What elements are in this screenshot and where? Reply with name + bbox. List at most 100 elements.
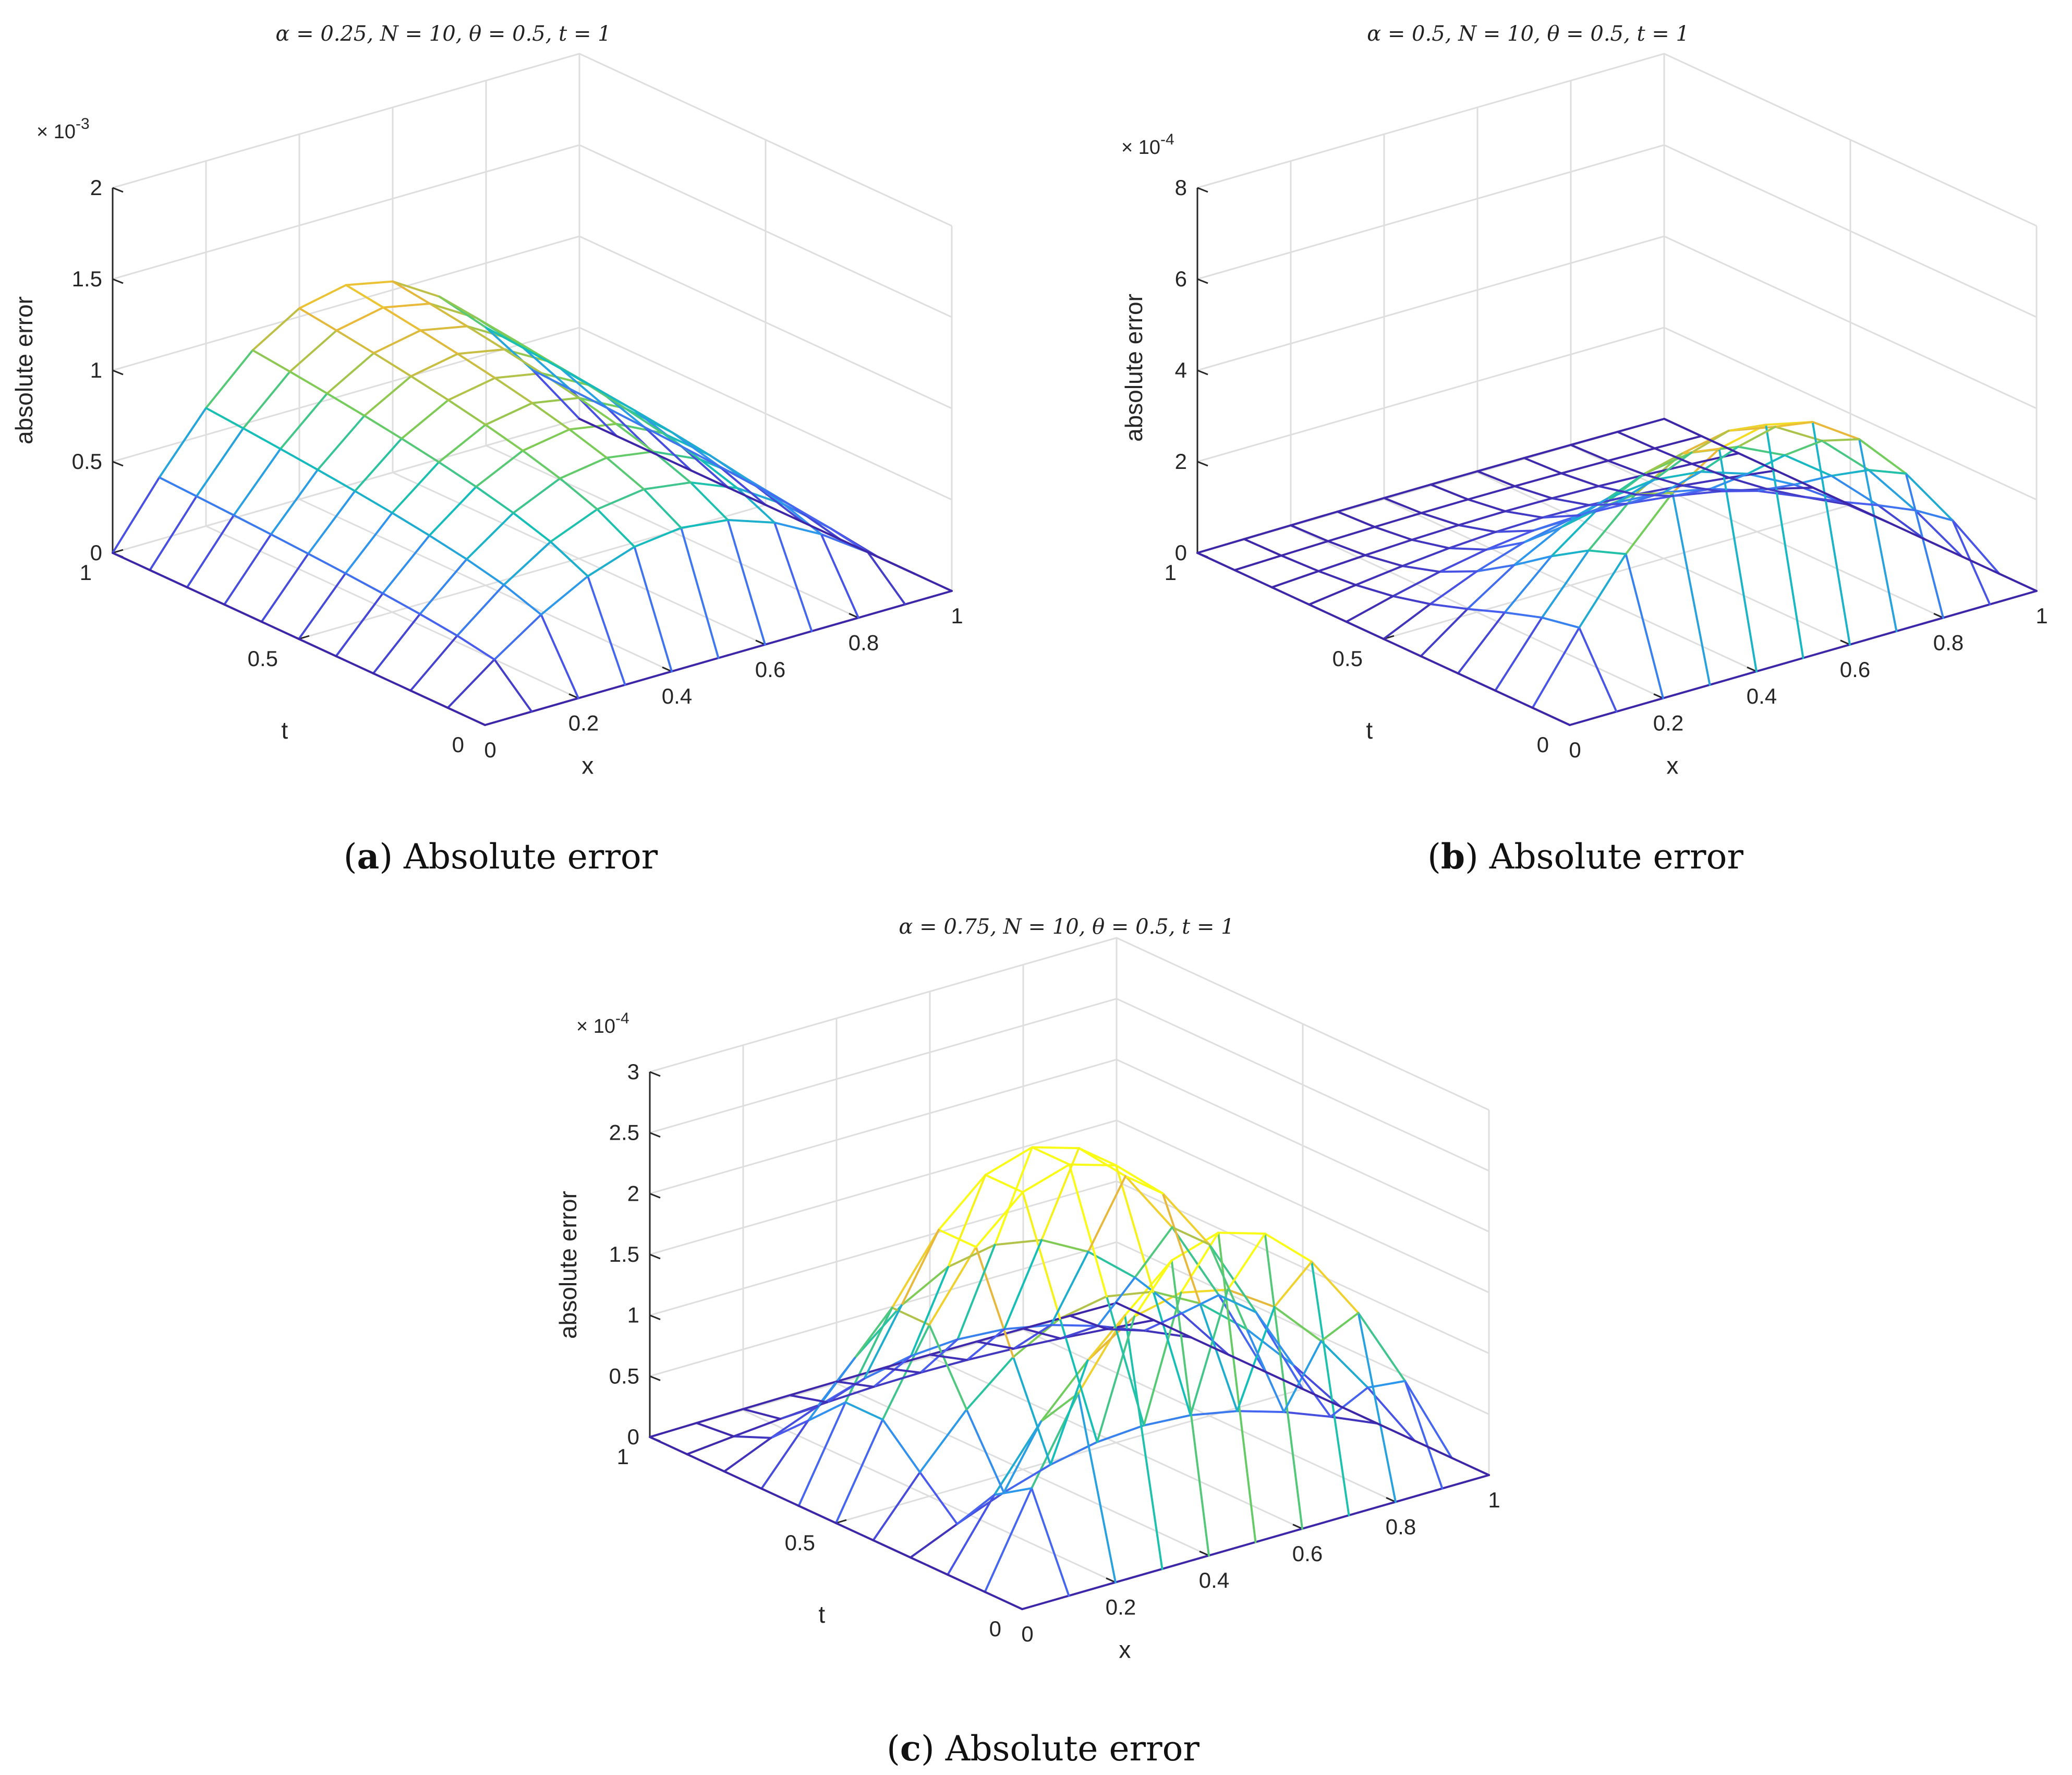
panel-b-mesh-segment xyxy=(1923,538,1964,558)
panel-b-mesh-segment xyxy=(1681,448,1720,455)
panel-b-mesh-segment xyxy=(1280,540,1329,557)
panel-c-mesh-segment xyxy=(1077,1147,1117,1167)
panel-c-mesh-segment xyxy=(1301,1514,1350,1530)
panel-a-x-tick-label: 0 xyxy=(484,738,496,762)
panel-a-mesh-segment xyxy=(717,643,766,659)
panel-c-mesh-segment xyxy=(1450,1457,1490,1476)
panel-a-mesh-segment xyxy=(549,540,589,577)
panel-a-mesh-segment xyxy=(438,461,477,488)
panel-c-mesh-segment xyxy=(1171,1226,1220,1296)
panel-a-z-tick xyxy=(112,187,124,193)
panel-a-mesh-segment xyxy=(260,621,300,640)
panel-b-mesh-segment xyxy=(1345,595,1395,623)
panel-a-mesh-segment xyxy=(242,427,282,450)
panel-b-x-tick xyxy=(1747,666,1757,672)
panel-a-mesh-segment xyxy=(419,558,468,615)
panel-c-x-tick-label: 0.8 xyxy=(1386,1514,1416,1539)
panel-a-mesh-segment xyxy=(587,546,636,577)
panel-c-mesh-segment xyxy=(1180,1294,1220,1314)
panel-b-z-multiplier: × 10-4 xyxy=(1121,131,1174,159)
panel-a-mesh-segment xyxy=(652,450,701,461)
panel-c-z-tick-label: 2 xyxy=(627,1181,639,1205)
panel-a-mesh-segment xyxy=(531,402,571,431)
panel-c-mesh-segment xyxy=(1086,1314,1126,1362)
panel-a-mesh-segment xyxy=(857,603,906,619)
panel-a-mesh-segment xyxy=(726,518,766,646)
panel-a-mesh-segment xyxy=(530,697,579,713)
panel-b-t-label: t xyxy=(1366,717,1373,744)
panel-b-mesh-segment xyxy=(1671,491,1711,686)
panel-a-mesh-segment xyxy=(681,445,730,489)
panel-b-mesh-segment xyxy=(1457,524,1497,533)
panel-a-mesh-segment xyxy=(112,476,161,554)
panel-b-mesh-segment xyxy=(1989,590,2038,606)
panel-a-mesh-segment xyxy=(456,353,496,379)
panel-c-z-tick-label: 3 xyxy=(627,1059,639,1084)
panel-a-mesh-segment xyxy=(484,402,534,426)
panel-b-mesh-segment xyxy=(1877,504,1917,512)
panel-b-mesh-segment xyxy=(1681,476,1730,487)
panel-b-mesh-segment xyxy=(1868,469,1907,475)
panel-b-mesh-segment xyxy=(1634,493,1675,497)
panel-b-mesh-segment xyxy=(1429,483,1469,501)
panel-a-mesh-segment xyxy=(624,670,673,686)
panel-b-mesh-segment xyxy=(1429,570,1478,606)
panel-a-x-tick-label: 0.4 xyxy=(662,684,692,708)
panel-b-mesh-segment xyxy=(1905,473,1944,619)
panel-a-mesh-segment xyxy=(727,487,767,506)
panel-b-z-tick-label: 0 xyxy=(1175,540,1187,565)
panel-b-mesh-segment xyxy=(1877,504,1926,540)
panel-c-mesh-segment xyxy=(929,1354,968,1361)
panel-b-mesh-segment xyxy=(1504,510,1544,519)
panel-b-mesh-segment xyxy=(1383,603,1432,640)
panel-c-mesh-segment xyxy=(1022,1314,1071,1330)
panel-c-mesh-segment xyxy=(1413,1440,1453,1459)
panel-c-mesh-segment xyxy=(1282,1411,1332,1418)
panel-b-mesh-segment xyxy=(1457,611,1506,674)
panel-a-mesh-segment xyxy=(205,407,245,430)
panel-c-mesh-segment xyxy=(1218,1294,1257,1313)
panel-c-mesh-segment xyxy=(1077,1392,1117,1584)
panel-c-mesh-segment xyxy=(1189,1410,1239,1417)
panel-c-mesh-segment xyxy=(1031,1146,1071,1166)
panel-c-mesh-segment xyxy=(779,1405,819,1420)
panel-c-mesh-segment xyxy=(1171,1226,1210,1246)
panel-b-mesh-segment xyxy=(1765,488,1805,498)
panel-a-mesh-segment xyxy=(429,303,468,328)
panel-c-mesh-segment xyxy=(1208,1541,1257,1557)
panel-a-z-tick-label: 0.5 xyxy=(72,449,102,474)
panel-c-mesh-segment xyxy=(835,1418,884,1524)
panel-c-mesh-segment xyxy=(928,1324,968,1411)
panel-c-x-tick-label: 0.4 xyxy=(1199,1568,1229,1592)
panel-b-mesh-segment xyxy=(1495,516,1544,533)
panel-b-mesh-segment xyxy=(1858,438,1898,633)
panel-b-mesh-segment xyxy=(1522,526,1562,544)
panel-c-mesh-segment xyxy=(1376,1422,1416,1442)
panel-c-mesh-segment xyxy=(1441,1474,1490,1490)
panel-c-mesh-segment xyxy=(1059,1325,1099,1340)
panel-c-mesh-segment xyxy=(1320,1339,1369,1389)
panel-c-mesh-segment xyxy=(844,1401,884,1421)
panel-b-z-label: absolute error xyxy=(1120,294,1147,442)
panel-a-mesh-segment xyxy=(718,465,757,488)
panel-b-mesh-segment xyxy=(1494,690,1534,709)
panel-a-mesh-segment xyxy=(270,468,319,536)
panel-c-mesh-segment xyxy=(649,1422,698,1438)
panel-c-mesh-segment xyxy=(891,1307,930,1326)
panel-b-mesh-segment xyxy=(1737,426,1777,448)
panel-c-mesh-segment xyxy=(1069,1314,1108,1331)
panel-c-mesh-segment xyxy=(1040,1239,1089,1253)
panel-c-mesh-segment xyxy=(732,1435,772,1439)
panel-b-mesh-segment xyxy=(1653,447,1693,465)
panel-b-mesh-segment xyxy=(1811,420,1851,646)
panel-c-mesh-segment xyxy=(1357,1312,1397,1503)
panel-a-mesh-segment xyxy=(503,348,543,375)
panel-b-z-tick-label: 8 xyxy=(1175,175,1187,200)
panel-c-t-tick-label: 0 xyxy=(989,1616,1001,1641)
panel-c-mesh-segment xyxy=(770,1419,809,1439)
panel-c-mesh-segment xyxy=(947,1574,986,1593)
panel-c-mesh-segment xyxy=(797,1505,837,1524)
panel-c-z-tick-label: 0 xyxy=(627,1424,639,1449)
panel-c-z-tick xyxy=(649,1253,661,1260)
